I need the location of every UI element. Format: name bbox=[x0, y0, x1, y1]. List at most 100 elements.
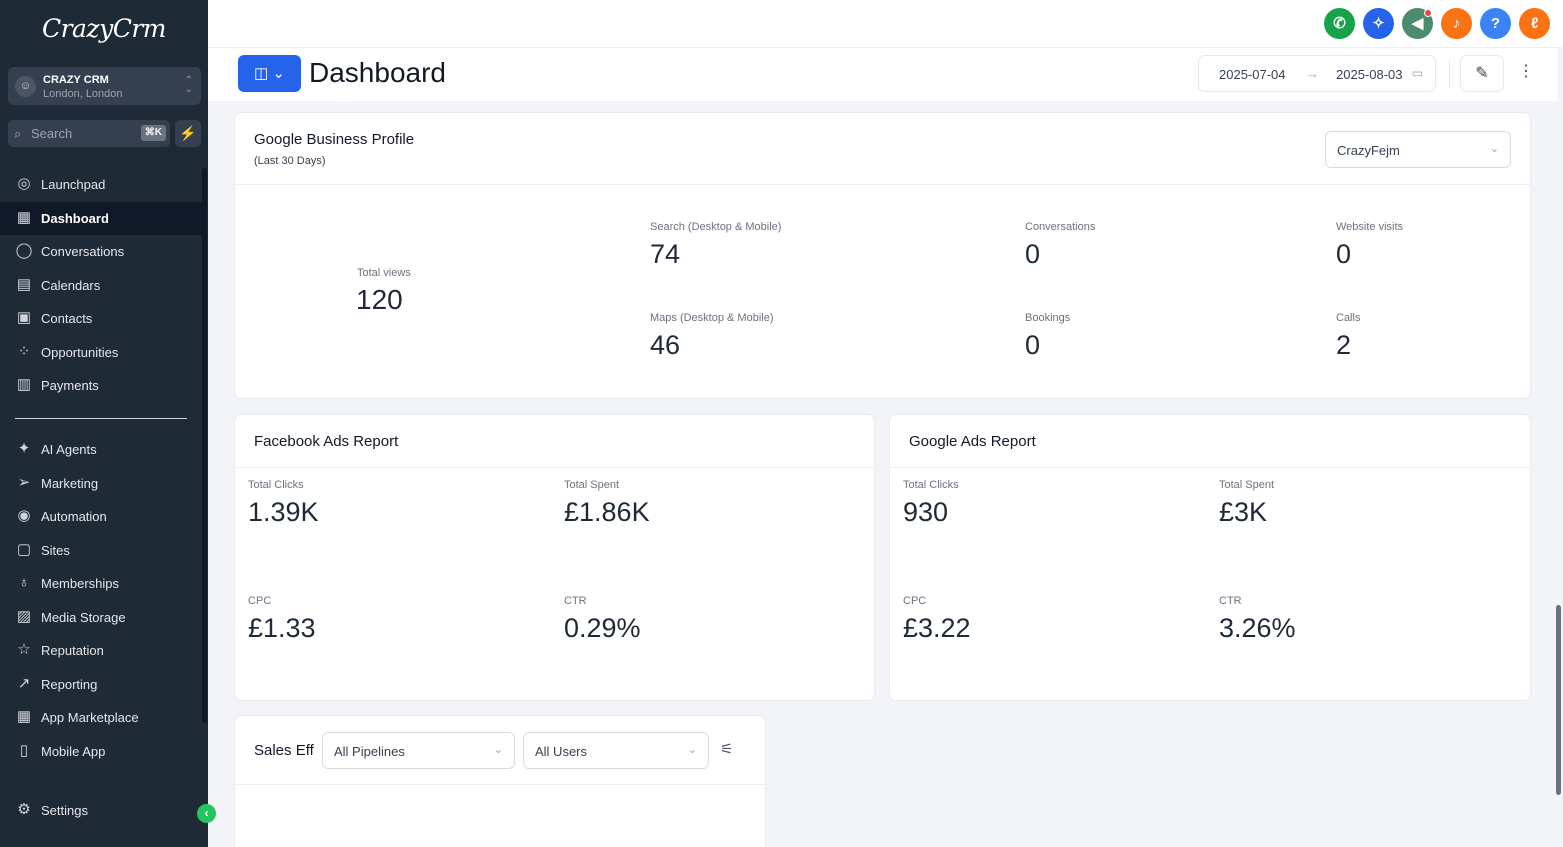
sidebar-item-label: Marketing bbox=[41, 476, 99, 491]
edit-dashboard-button[interactable]: ✎ bbox=[1460, 55, 1504, 92]
metric-value: 120 bbox=[356, 284, 403, 315]
sidebar-item-mobile-app[interactable]: ▯ Mobile App bbox=[0, 735, 202, 768]
sidebar-item-reporting[interactable]: ↗ Reporting bbox=[0, 668, 202, 701]
filter-settings-icon[interactable]: ⚟ bbox=[720, 741, 734, 758]
chevron-down-icon: ⌄ bbox=[272, 65, 285, 82]
sidebar-item-media-storage[interactable]: ▨ Media Storage bbox=[0, 601, 202, 634]
metric-label: CPC bbox=[248, 595, 272, 607]
metric-label: CTR bbox=[564, 595, 587, 607]
automation-icon: ◉ bbox=[17, 507, 31, 524]
send-icon: ➢ bbox=[17, 474, 31, 491]
chevron-left-icon: ‹ bbox=[204, 806, 209, 820]
date-from: 2025-07-04 bbox=[1219, 67, 1286, 82]
help-button[interactable]: ? bbox=[1480, 8, 1511, 39]
header-divider bbox=[1449, 60, 1450, 88]
metric-value: 0 bbox=[1025, 239, 1041, 269]
notifications-button[interactable]: ♪ bbox=[1441, 8, 1472, 39]
users-select[interactable]: All Users ⌄ bbox=[523, 732, 709, 769]
metric-label: Total Clicks bbox=[248, 479, 304, 491]
main-scrollbar[interactable] bbox=[1556, 605, 1561, 795]
sidebar-item-reputation[interactable]: ☆ Reputation bbox=[0, 634, 202, 667]
grid-icon: ▦ bbox=[16, 708, 32, 725]
sidebar-item-label: Reputation bbox=[41, 643, 104, 658]
notification-dot bbox=[1424, 9, 1432, 17]
date-range-picker[interactable]: 2025-07-04 → 2025-08-03 ▭ bbox=[1198, 55, 1436, 92]
help-icon: ? bbox=[1490, 15, 1501, 32]
user-avatar-button[interactable]: ℓ bbox=[1519, 8, 1550, 39]
sidebar-item-memberships[interactable]: ♁ Memberships bbox=[0, 567, 202, 600]
top-bar: ✆ ✧ ◀ ♪ ? ℓ bbox=[208, 0, 1563, 47]
metric-label: CTR bbox=[1219, 595, 1242, 607]
select-value: CrazyFejm bbox=[1337, 143, 1400, 158]
sidebar-item-launchpad[interactable]: ◎ Launchpad bbox=[0, 168, 202, 201]
sidebar-item-sites[interactable]: ▢ Sites bbox=[0, 534, 202, 567]
phone-button[interactable]: ✆ bbox=[1324, 8, 1355, 39]
search-icon: ⌕ bbox=[14, 126, 22, 141]
facebook-ads-card: Facebook Ads Report Total Clicks 1.39K T… bbox=[235, 415, 874, 700]
sidebar-item-label: Calendars bbox=[41, 278, 101, 293]
contacts-icon: ▣ bbox=[16, 309, 32, 326]
metric-label: Total Spent bbox=[1219, 479, 1275, 491]
membership-icon: ♁ bbox=[18, 574, 30, 591]
card-title: Google Business Profile bbox=[254, 131, 415, 148]
account-location: London, London bbox=[43, 88, 123, 100]
layout-switcher-button[interactable]: ◫ ⌄ bbox=[238, 55, 301, 92]
sidebar-item-label: Opportunities bbox=[41, 345, 119, 360]
card-subtitle: (Last 30 Days) bbox=[254, 155, 326, 167]
search-box[interactable]: ⌕ Search ⌘K bbox=[8, 120, 170, 147]
pipeline-select[interactable]: All Pipelines ⌄ bbox=[322, 732, 515, 769]
card-divider bbox=[235, 467, 874, 468]
chevron-updown-icon: ⌃ ⌄ bbox=[184, 75, 193, 95]
sidebar-item-automation[interactable]: ◉ Automation bbox=[0, 500, 202, 533]
magic-button[interactable]: ✧ bbox=[1363, 8, 1394, 39]
sidebar-item-contacts[interactable]: ▣ Contacts bbox=[0, 302, 202, 335]
sidebar-item-payments[interactable]: ▥ Payments bbox=[0, 369, 202, 402]
card-title: Google Ads Report bbox=[909, 433, 1036, 450]
image-icon: ▨ bbox=[16, 608, 32, 625]
sidebar-item-label: Memberships bbox=[41, 576, 120, 591]
quick-action-button[interactable]: ⚡ bbox=[175, 120, 201, 147]
google-ads-card: Google Ads Report Total Clicks 930 Total… bbox=[890, 415, 1530, 700]
sidebar: CrazyCrm ☺ CRAZY CRM London, London ⌃ ⌄ ⌕… bbox=[0, 0, 216, 847]
metric-value: 46 bbox=[650, 330, 681, 360]
sidebar-item-calendars[interactable]: ▤ Calendars bbox=[0, 269, 202, 302]
location-select[interactable]: CrazyFejm ⌄ bbox=[1325, 131, 1511, 168]
more-options-button[interactable]: ⋮ bbox=[1518, 62, 1534, 86]
calendar-icon: ▤ bbox=[16, 276, 32, 293]
layout-icon: ◫ bbox=[254, 65, 269, 82]
metric-value: 3.26% bbox=[1219, 613, 1296, 643]
sidebar-item-label: Launchpad bbox=[41, 177, 106, 192]
sidebar-item-opportunities[interactable]: ⁘ Opportunities bbox=[0, 336, 202, 369]
sidebar-item-label: Dashboard bbox=[41, 211, 109, 226]
collapse-sidebar-button[interactable]: ‹ bbox=[197, 804, 216, 823]
account-name: CRAZY CRM bbox=[43, 74, 109, 86]
account-avatar-icon: ☺ bbox=[15, 76, 36, 97]
metric-label: Bookings bbox=[1025, 312, 1071, 324]
sidebar-item-marketing[interactable]: ➢ Marketing bbox=[0, 467, 202, 500]
sidebar-item-settings[interactable]: ⚙ Settings bbox=[0, 794, 202, 827]
sidebar-item-app-marketplace[interactable]: ▦ App Marketplace bbox=[0, 701, 202, 734]
announcements-button[interactable]: ◀ bbox=[1402, 8, 1433, 39]
account-switcher[interactable]: ☺ CRAZY CRM London, London ⌃ ⌄ bbox=[8, 67, 201, 105]
sidebar-item-ai-agents[interactable]: ✦ AI Agents bbox=[0, 433, 202, 466]
google-business-profile-card: Google Business Profile (Last 30 Days) C… bbox=[235, 113, 1530, 398]
card-title: Sales Eff bbox=[254, 742, 314, 759]
metric-value: 930 bbox=[903, 497, 949, 527]
chevron-down-icon: ⌄ bbox=[687, 744, 697, 756]
sidebar-item-label: Conversations bbox=[41, 244, 125, 259]
bell-icon: ♪ bbox=[1452, 15, 1461, 32]
phone-icon: ✆ bbox=[1333, 15, 1346, 32]
sidebar-scrollbar[interactable] bbox=[202, 168, 207, 723]
metric-label: Website visits bbox=[1336, 221, 1404, 233]
date-to: 2025-08-03 bbox=[1336, 67, 1403, 82]
card-divider bbox=[890, 467, 1530, 468]
sidebar-item-label: Sites bbox=[41, 543, 70, 558]
metric-label: Total Clicks bbox=[903, 479, 959, 491]
metric-label: Search (Desktop & Mobile) bbox=[650, 221, 782, 233]
sidebar-item-conversations[interactable]: ◯ Conversations bbox=[0, 235, 202, 268]
sidebar-item-label: AI Agents bbox=[41, 442, 97, 457]
sidebar-item-dashboard[interactable]: ▦ Dashboard bbox=[0, 202, 202, 235]
metric-value: 0.29% bbox=[564, 613, 641, 643]
sites-icon: ▢ bbox=[16, 541, 32, 558]
page-title: Dashboard bbox=[309, 57, 446, 88]
